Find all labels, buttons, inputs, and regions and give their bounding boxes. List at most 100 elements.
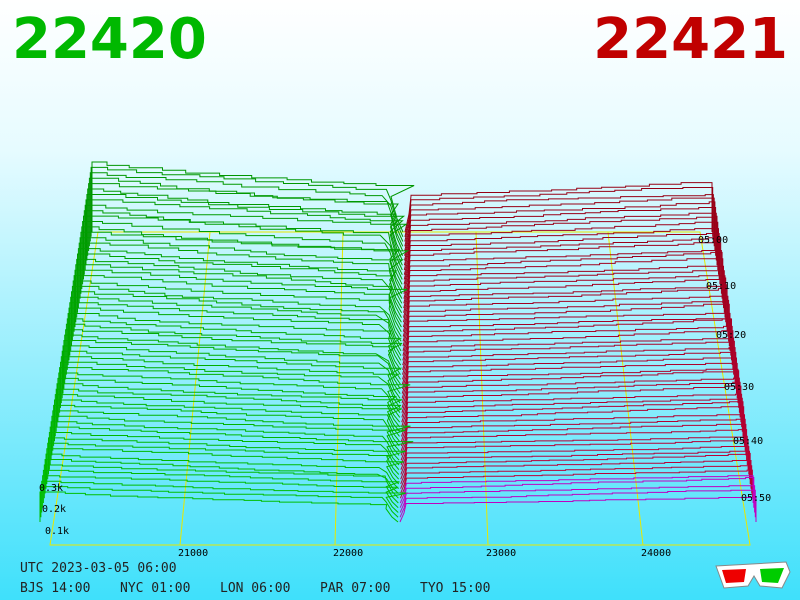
depth-curve [400, 406, 745, 442]
depth-curve [402, 312, 731, 352]
depth-curve [400, 446, 750, 475]
depth-curve [73, 275, 402, 333]
depth-curves [39, 161, 757, 523]
time-tick: 05:50 [741, 493, 771, 504]
depth-curve [403, 237, 721, 285]
depth-curve [77, 248, 403, 309]
depth-curve [402, 303, 730, 347]
depth-curve [70, 296, 402, 352]
depth-curve [54, 399, 400, 442]
depth-curve [400, 465, 753, 494]
depth-curve [401, 357, 737, 394]
time-tick: 05:00 [698, 235, 728, 246]
depth-curve [66, 318, 403, 371]
depth-curve [403, 250, 722, 294]
depth-curve [87, 188, 404, 257]
depth-curve [54, 394, 403, 437]
depth-curve [399, 475, 754, 504]
depth-curve [44, 459, 399, 494]
depth-curve [69, 302, 402, 356]
depth-curve [402, 299, 730, 342]
price-tick: 21000 [178, 548, 208, 559]
depth-curve [401, 397, 743, 432]
depth-curve [402, 330, 734, 371]
depth-curve [40, 486, 399, 518]
depth-curve [52, 410, 411, 452]
depth-curve [403, 221, 719, 271]
depth-curve [48, 432, 400, 471]
depth-curve [75, 264, 402, 323]
depth-curve [81, 226, 403, 290]
depth-curve [63, 340, 401, 390]
depth-tick: 0.3k [39, 483, 63, 494]
depth-axis: 0.3k 0.2k 0.1k [39, 483, 69, 537]
depth-curve [399, 485, 756, 513]
price-axis: 21000 22000 23000 24000 [178, 548, 671, 559]
depth-curve [76, 258, 402, 318]
depth-curve [85, 199, 404, 266]
depth-curve [62, 345, 401, 394]
depth-curve [404, 194, 714, 242]
depth-curve [403, 270, 725, 313]
depth-curve [60, 356, 401, 404]
depth-curve [86, 194, 406, 261]
depth-curve [401, 351, 737, 390]
depth-curve [402, 318, 732, 356]
depth-curve [400, 418, 746, 451]
zone-time: LON 06:00 [220, 581, 290, 596]
depth-curve [402, 288, 728, 332]
depth-curve [43, 464, 399, 499]
depth-curve [403, 215, 718, 266]
3d-glasses-button[interactable] [715, 561, 791, 589]
depth-curve [48, 437, 406, 475]
depth-curve [71, 291, 402, 347]
depth-curve [404, 182, 713, 233]
depth-curve [404, 207, 717, 256]
depth-curve [401, 347, 736, 385]
depth-curve [83, 215, 403, 280]
ask-price: 22421 [593, 7, 788, 72]
depth-curve [400, 414, 745, 447]
depth-curve [78, 242, 403, 304]
depth-curve [400, 450, 750, 480]
bid-price: 22420 [12, 7, 207, 72]
depth-curve [400, 429, 748, 461]
depth-curve [400, 460, 752, 489]
depth-curve [400, 440, 749, 470]
depth-curve [72, 280, 402, 337]
depth-curve [401, 370, 740, 409]
depth-curve [403, 233, 720, 280]
time-tick: 05:10 [706, 281, 736, 292]
depth-curve [79, 237, 404, 299]
depth-curve [80, 231, 410, 295]
depth-curve [61, 350, 403, 399]
utc-time: UTC 2023-03-05 06:00 [20, 561, 177, 576]
depth-curve [88, 183, 404, 252]
depth-curve [50, 421, 400, 461]
depth-curve [82, 221, 403, 285]
depth-curve [71, 285, 402, 342]
depth-curve [403, 258, 724, 304]
depth-curve [91, 161, 415, 233]
depth-curve [404, 187, 714, 237]
depth-curve [64, 334, 401, 385]
depth-curve [401, 401, 744, 437]
depth-curve [402, 318, 732, 361]
depth-curve [399, 469, 753, 499]
depth-curve [74, 269, 408, 328]
depth-curve [404, 212, 717, 261]
depth-curve [401, 368, 739, 404]
time-tick: 05:20 [716, 330, 746, 341]
depth-curve [402, 337, 735, 375]
depth-curve [403, 275, 726, 318]
depth-curve [65, 323, 403, 375]
depth-curve [46, 448, 404, 485]
depth-curve [45, 453, 399, 490]
depth-curve [42, 475, 399, 509]
time-tick: 05:30 [724, 382, 754, 393]
time-axis: 05:00 05:10 05:20 05:30 05:40 05:50 [698, 235, 771, 504]
depth-curve [57, 377, 401, 423]
depth-curve [41, 480, 408, 513]
depth-tick: 0.1k [45, 526, 69, 537]
